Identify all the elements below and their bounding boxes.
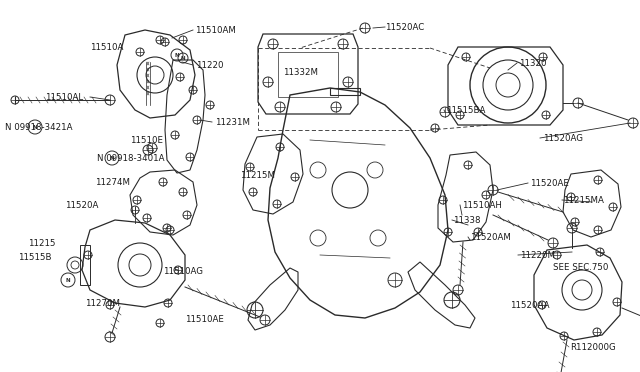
Text: 11215: 11215	[28, 238, 56, 247]
Text: 11338: 11338	[453, 215, 481, 224]
Text: 11332M: 11332M	[283, 67, 318, 77]
Text: 11215M: 11215M	[240, 170, 275, 180]
Text: 11231M: 11231M	[215, 118, 250, 126]
Text: 11515B: 11515B	[18, 253, 51, 263]
Text: 11520AA: 11520AA	[510, 301, 550, 310]
Text: N: N	[66, 278, 70, 282]
Text: R112000G: R112000G	[570, 343, 616, 353]
Text: SEE SEC.750: SEE SEC.750	[553, 263, 609, 273]
Text: 11270M: 11270M	[85, 298, 120, 308]
Text: 11510E: 11510E	[130, 135, 163, 144]
Text: 11510AH: 11510AH	[462, 201, 502, 209]
Text: 11520AG: 11520AG	[543, 134, 583, 142]
Text: N 09918-3421A: N 09918-3421A	[5, 122, 72, 131]
Text: 11520AM: 11520AM	[470, 232, 511, 241]
Text: N: N	[33, 125, 37, 129]
Text: N 09918-3401A: N 09918-3401A	[97, 154, 164, 163]
Text: N: N	[175, 52, 179, 58]
Text: 11220M: 11220M	[520, 250, 555, 260]
Text: 11510AE: 11510AE	[185, 315, 224, 324]
Text: N: N	[109, 155, 115, 160]
Text: 11520AE: 11520AE	[530, 179, 569, 187]
Text: 11320: 11320	[519, 58, 547, 67]
Text: 11215MA: 11215MA	[563, 196, 604, 205]
Text: 11510AL: 11510AL	[45, 93, 83, 102]
Text: 11510AG: 11510AG	[163, 267, 203, 276]
Text: N: N	[180, 55, 186, 61]
Text: 11220: 11220	[196, 61, 223, 70]
Text: 11274M: 11274M	[95, 177, 130, 186]
Text: 11510A: 11510A	[90, 42, 124, 51]
Text: 11510AM: 11510AM	[195, 26, 236, 35]
Text: 11520AC: 11520AC	[385, 22, 424, 32]
Text: 11520A: 11520A	[65, 201, 99, 209]
Text: 11515BA: 11515BA	[446, 106, 485, 115]
